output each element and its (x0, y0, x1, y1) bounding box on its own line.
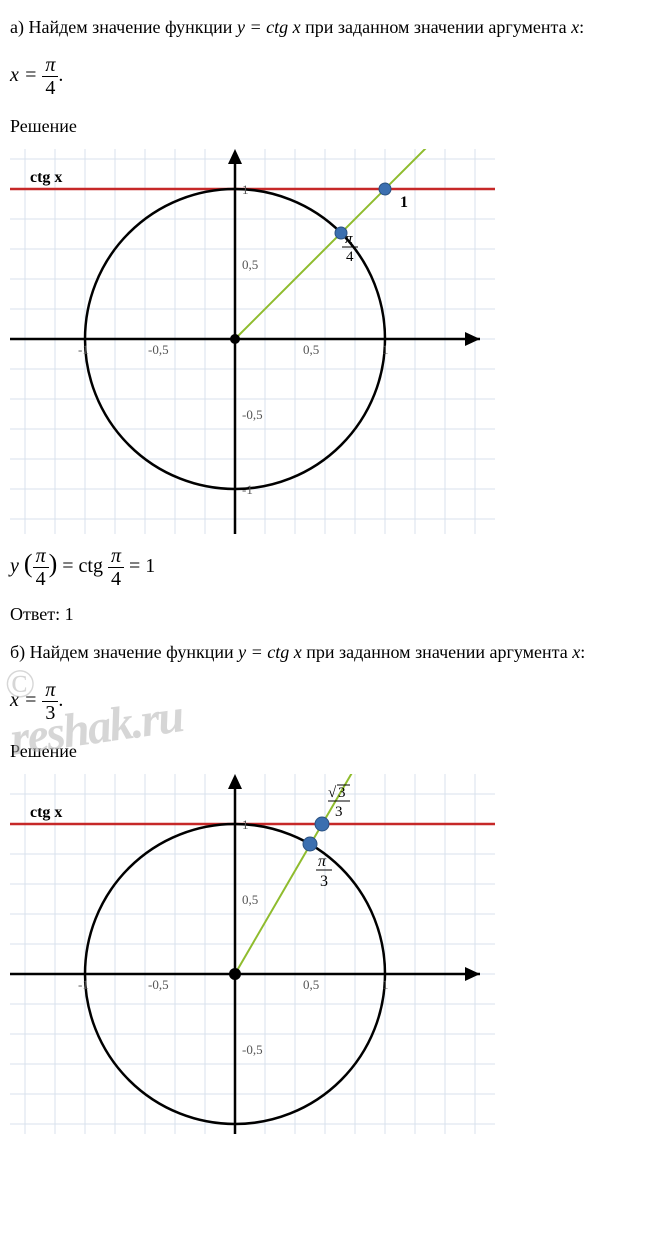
period-b: . (58, 689, 63, 711)
ctg-label: ctg x (30, 169, 62, 186)
ytick-neg1: -1 (242, 482, 253, 497)
arg-var: x (571, 17, 579, 37)
part-a-result: y ( π 4 ) = ctg π 4 = 1 (10, 546, 662, 589)
given-lhs: x = (10, 64, 42, 86)
result-eq1: = ctg (62, 555, 108, 577)
xtick-1: 1 (382, 342, 389, 357)
text-prefix: а) Найдем значение функции (10, 17, 237, 37)
given-fraction: π 4 (42, 55, 58, 98)
given-num-b: π (42, 680, 58, 702)
sqrt3-den: 3 (335, 804, 343, 820)
ytick-05: 0,5 (242, 257, 258, 272)
xtick-neg1: -1 (78, 342, 89, 357)
answer-label: Ответ: (10, 604, 65, 624)
part-a-problem: а) Найдем значение функции y = ctg x при… (10, 15, 662, 40)
solution-label-a: Решение (10, 116, 662, 137)
ytick-05-2: 0,5 (242, 892, 258, 907)
text-suffix: при заданном значении аргумента (305, 17, 571, 37)
colon-b: : (580, 642, 585, 662)
chart-1: ctg x 1 π 4 -1 -0,5 0,5 1 1 0,5 -0,5 -1 (10, 149, 495, 534)
given-lhs-b: x = (10, 689, 42, 711)
sqrt3-num: 3 (338, 785, 346, 801)
ytick-1: 1 (242, 182, 249, 197)
chart-2-svg: ctg x √ 3 3 π 3 -1 -0,5 0,5 1 1 0,5 -0,5 (10, 774, 495, 1134)
result-y: y (10, 555, 19, 577)
result-eq2: = 1 (129, 555, 155, 577)
line-point (379, 183, 391, 195)
ytick-1-2: 1 (242, 817, 249, 832)
point-1-label: 1 (400, 194, 408, 211)
part-b-given: x = π 3 . (10, 680, 662, 723)
origin-point (230, 334, 240, 344)
colon: : (579, 17, 584, 37)
period: . (58, 64, 63, 86)
xtick-neg1-2: -1 (78, 977, 89, 992)
angle-num: π (345, 231, 353, 247)
xtick-neg05-2: -0,5 (148, 977, 169, 992)
ytick-neg05: -0,5 (242, 407, 263, 422)
text-suffix-b: при заданном значении аргумента (306, 642, 572, 662)
result-den2: 4 (108, 568, 124, 589)
xtick-05-2: 0,5 (303, 977, 319, 992)
part-b-problem: б) Найдем значение функции y = ctg x при… (10, 640, 662, 665)
xtick-neg05: -0,5 (148, 342, 169, 357)
solution-label-b: Решение (10, 741, 662, 762)
result-arg: π 4 (33, 546, 49, 589)
circle-point-2 (303, 837, 317, 851)
text-prefix-b: б) Найдем значение функции (10, 642, 238, 662)
result-frac2: π 4 (108, 546, 124, 589)
xtick-05: 0,5 (303, 342, 319, 357)
xtick-1-2: 1 (382, 977, 389, 992)
result-arg-num: π (33, 546, 49, 568)
part-a-given: x = π 4 . (10, 55, 662, 98)
grid-2 (10, 774, 495, 1134)
function-expr: y = ctg x (237, 17, 301, 37)
given-num: π (42, 55, 58, 77)
chart-1-svg: ctg x 1 π 4 -1 -0,5 0,5 1 1 0,5 -0,5 -1 (10, 149, 495, 534)
angle-den-2: 3 (320, 873, 328, 890)
ytick-neg05-2: -0,5 (242, 1042, 263, 1057)
line-point-2 (315, 817, 329, 831)
chart-2: ctg x √ 3 3 π 3 -1 -0,5 0,5 1 1 0,5 -0,5 (10, 774, 495, 1134)
angle-den: 4 (346, 249, 354, 265)
given-den: 4 (42, 77, 58, 98)
origin-2 (229, 968, 241, 980)
angle-num-2: π (318, 853, 327, 870)
function-expr-b: y = ctg x (238, 642, 302, 662)
ctg-label-2: ctg x (30, 804, 62, 821)
result-num2: π (108, 546, 124, 568)
answer-value: 1 (65, 604, 74, 624)
given-fraction-b: π 3 (42, 680, 58, 723)
part-a-answer: Ответ: 1 (10, 604, 662, 625)
given-den-b: 3 (42, 702, 58, 723)
result-arg-den: 4 (33, 568, 49, 589)
sqrt-sym: √ (328, 785, 337, 801)
